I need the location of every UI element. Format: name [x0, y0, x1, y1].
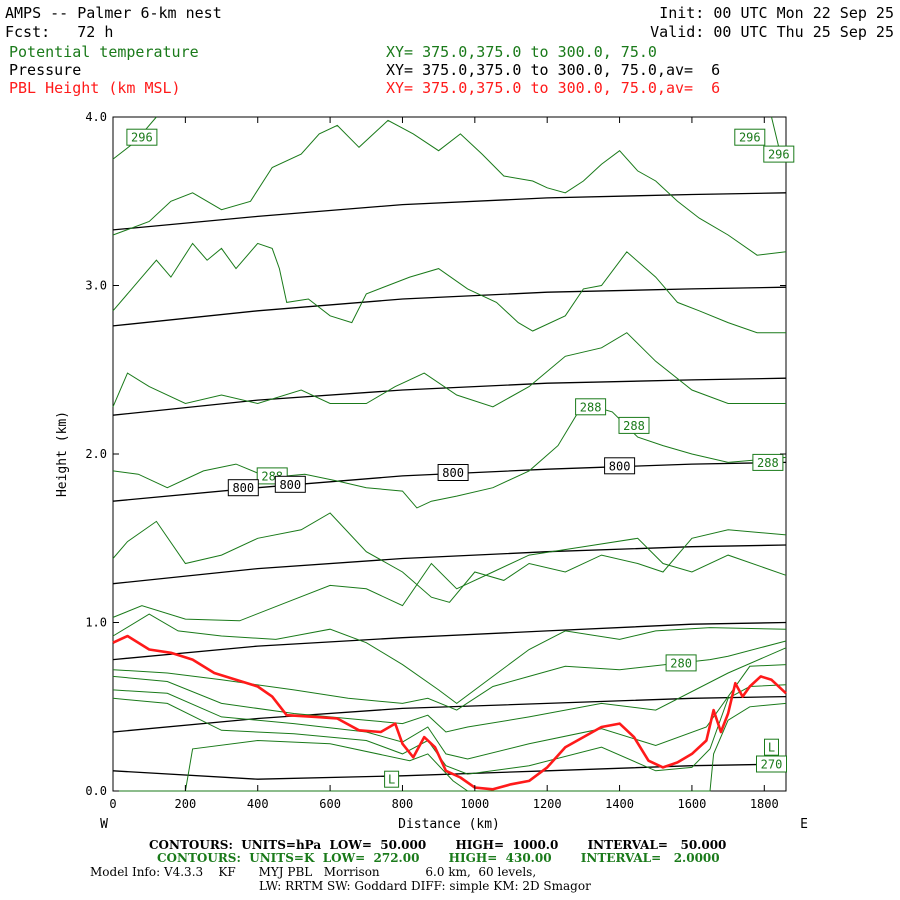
x-tick-label-6: 1200	[533, 797, 562, 811]
contour-label-box	[756, 755, 787, 773]
x-tick-label-3: 600	[319, 797, 341, 811]
map-title: AMPS -- Palmer 6-km nest	[5, 4, 222, 22]
contour-label-0: 296	[126, 128, 158, 146]
theta-contour-0	[113, 702, 787, 792]
legend-theta-label: Potential temperature	[9, 43, 199, 61]
plot-frame	[112, 116, 787, 792]
contour-label-box	[227, 479, 259, 497]
valid-time: Valid: 00 UTC Thu 25 Sep 25	[650, 23, 894, 41]
forecast-hour: Fcst: 72 h	[5, 23, 114, 41]
contour-label-box	[274, 475, 306, 493]
theta-contour-3	[112, 664, 787, 760]
contour-label-text: 288	[580, 400, 602, 414]
west-label: W	[100, 817, 108, 832]
theta-contour-6	[112, 613, 787, 705]
legend-pbl-label: PBL Height (km MSL)	[9, 79, 181, 97]
footer-theta-contours: CONTOURS: UNITS=K LOW= 272.00 HIGH= 430.…	[157, 851, 720, 865]
theta-contour-8	[112, 512, 787, 603]
pressure-contour-2	[112, 621, 787, 661]
legend-pbl-xy: XY= 375.0,375.0 to 300.0, 75.0,av= 6	[386, 79, 721, 97]
contour-label-box	[437, 464, 469, 481]
contour-label-text: 296	[131, 131, 153, 145]
theta-contour-12	[112, 119, 787, 256]
contour-label-box	[384, 770, 400, 788]
x-tick-label-8: 1600	[677, 797, 706, 811]
contour-label-13: 800	[604, 457, 636, 475]
theta-contour-1	[184, 739, 468, 792]
contour-label-text: 800	[232, 481, 254, 495]
contour-label-text: 296	[768, 148, 790, 162]
pressure-contour-5	[112, 377, 787, 416]
contour-label-box	[665, 654, 697, 672]
x-tick-label-5: 1000	[460, 797, 489, 811]
contour-label-4: 288	[618, 416, 650, 434]
legend-pressure-label: Pressure	[9, 61, 82, 79]
contour-label-box	[604, 457, 636, 475]
contour-label-8: L	[764, 738, 779, 756]
contour-label-box	[763, 145, 795, 163]
x-tick-label-4: 800	[392, 797, 414, 811]
contour-label-11: 800	[274, 475, 306, 493]
y-tick-label-2: 2.0	[85, 447, 107, 461]
theta-contour-4	[112, 647, 787, 733]
contour-label-text: L	[768, 741, 775, 755]
contour-label-text: 280	[670, 656, 692, 670]
contour-label-5: 288	[752, 453, 784, 471]
footer-pressure-contours: CONTOURS: UNITS=hPa LOW= 50.000 HIGH= 10…	[149, 838, 727, 852]
contour-label-10: 800	[227, 479, 259, 497]
y-tick-label-4: 4.0	[85, 110, 107, 124]
pressure-contour-1	[112, 695, 787, 733]
contour-label-text: 270	[761, 758, 783, 772]
theta-contour-11	[112, 242, 786, 334]
footer-physics-info: LW: RRTM SW: Goddard DIFF: simple KM: 2D…	[259, 879, 591, 893]
y-tick-label-3: 3.0	[85, 279, 107, 293]
x-axis-label: Distance (km)	[398, 817, 500, 832]
pbl-height-line	[112, 634, 787, 791]
contour-label-9: 270	[756, 755, 787, 773]
pressure-contour-3	[112, 544, 787, 585]
contour-label-box	[575, 398, 607, 416]
footer-model-info: Model Info: V4.3.3 KF MYJ PBL Morrison 6…	[90, 865, 537, 879]
contour-label-text: 800	[442, 466, 464, 480]
east-label: E	[800, 817, 808, 832]
contour-label-7: 280	[665, 654, 697, 672]
contour-label-box	[752, 453, 784, 471]
theta-contour-7	[112, 537, 787, 622]
contour-label-3: 288	[575, 398, 607, 416]
contour-label-1: 296	[734, 128, 766, 146]
x-tick-label-7: 1400	[605, 797, 634, 811]
y-axis-label: Height (km)	[55, 411, 70, 497]
contour-label-text: 800	[279, 478, 301, 492]
contour-label-text: 800	[609, 459, 631, 473]
contour-label-box	[764, 738, 779, 756]
init-time: Init: 00 UTC Mon 22 Sep 25	[659, 4, 894, 22]
x-tick-label-2: 400	[247, 797, 269, 811]
theta-contour-5	[112, 640, 787, 711]
contour-label-box	[734, 128, 766, 146]
contour-label-2: 296	[763, 145, 795, 163]
pressure-contour-6	[112, 286, 787, 327]
contour-label-12: 800	[437, 464, 469, 481]
contour-label-box	[126, 128, 158, 146]
theta-contour-9	[112, 402, 787, 509]
legend-pressure-xy: XY= 375.0,375.0 to 300.0, 75.0,av= 6	[386, 61, 721, 79]
contour-label-text: L	[388, 773, 395, 787]
contour-label-text: 288	[623, 419, 645, 433]
contour-label-box	[618, 416, 650, 434]
x-tick-label-9: 1800	[750, 797, 779, 811]
pressure-contour-7	[112, 192, 787, 231]
x-tick-label-1: 200	[175, 797, 197, 811]
y-tick-label-0: 0.0	[85, 784, 107, 798]
y-tick-label-1: 1.0	[85, 616, 107, 630]
x-tick-label-0: 0	[109, 797, 116, 811]
contour-label-text: 288	[757, 456, 779, 470]
theta-contour-10	[112, 332, 786, 408]
contour-label-14: L	[384, 770, 400, 788]
contour-label-text: 296	[739, 131, 761, 145]
theta-contour-2	[112, 684, 787, 775]
legend-theta-xy: XY= 375.0,375.0 to 300.0, 75.0	[386, 43, 657, 61]
